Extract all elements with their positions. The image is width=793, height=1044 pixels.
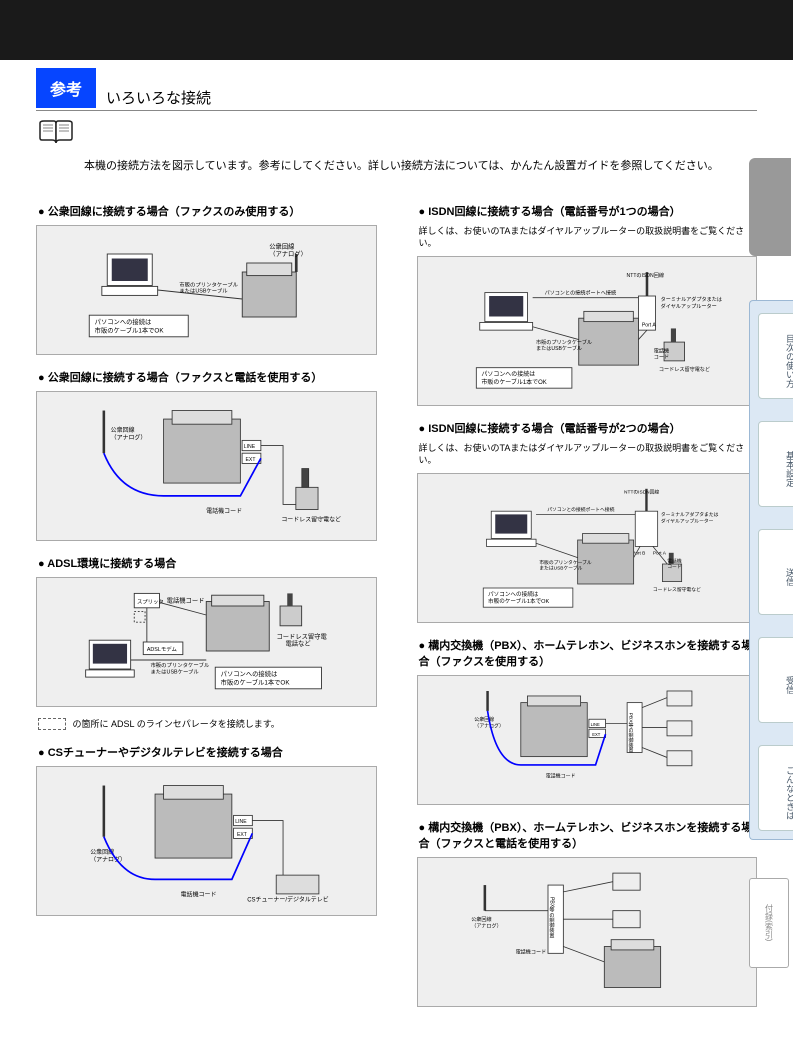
label: 公衆回線 bbox=[269, 241, 295, 250]
svg-text:EXT: EXT bbox=[237, 832, 247, 838]
svg-text:Port A: Port A bbox=[641, 322, 656, 328]
svg-text:電話機コード: 電話機コード bbox=[545, 772, 575, 779]
adsl-note: の箇所に ADSL のラインセパレータを接続します。 bbox=[38, 717, 377, 731]
top-bar bbox=[0, 0, 793, 60]
svg-text:PBX等の制御装置: PBX等の制御装置 bbox=[627, 712, 633, 753]
svg-text:パソコンへの接続は: パソコンへの接続は bbox=[221, 669, 278, 678]
svg-text:コード: コード bbox=[653, 354, 668, 360]
svg-text:ADSLモデム: ADSLモデム bbox=[147, 645, 178, 653]
svg-text:公衆回線: 公衆回線 bbox=[471, 916, 491, 923]
title-row: 参考 いろいろな接続 bbox=[36, 68, 757, 111]
diagram-cs-tuner: 公衆回線（アナログ） LINE EXT 電話機コード CSチューナー/デジタルテ… bbox=[36, 766, 377, 916]
chapter-tag: 参考 bbox=[36, 68, 96, 108]
svg-text:公衆回線: 公衆回線 bbox=[474, 716, 494, 723]
section-title: ● 公衆回線に接続する場合（ファクスと電話を使用する） bbox=[38, 369, 377, 385]
svg-text:市販のケーブル1本でOK: 市販のケーブル1本でOK bbox=[481, 378, 546, 386]
svg-text:EXT: EXT bbox=[592, 732, 601, 737]
svg-text:電話機コード: 電話機コード bbox=[181, 891, 217, 899]
svg-text:パソコンとの接続ポートへ接続: パソコンとの接続ポートへ接続 bbox=[544, 289, 615, 296]
svg-text:ダイヤルアップルーター: ダイヤルアップルーター bbox=[660, 517, 713, 524]
svg-text:（アナログ）: （アナログ） bbox=[471, 923, 502, 930]
section-title: ● 公衆回線に接続する場合（ファクスのみ使用する） bbox=[38, 203, 377, 219]
svg-text:電話機: 電話機 bbox=[653, 347, 668, 354]
svg-text:市販のケーブル1本でOK: 市販のケーブル1本でOK bbox=[95, 325, 165, 334]
dotted-box-icon bbox=[38, 718, 66, 730]
right-column: ● ISDN回線に接続する場合（電話番号が1つの場合） 詳しくは、お使いのTAま… bbox=[417, 189, 758, 1017]
side-panel: 目次の使い方 基本設定 送信 受信 こんなときは bbox=[749, 300, 793, 840]
svg-text:電話など: 電話など bbox=[285, 638, 311, 647]
sidebar: 目次の使い方 基本設定 送信 受信 こんなときは 付録(索引) bbox=[749, 158, 793, 968]
svg-text:電話機コード: 電話機コード bbox=[206, 506, 242, 514]
svg-text:コードレス留守電など: コードレス留守電など bbox=[281, 515, 341, 523]
svg-text:コード: コード bbox=[667, 564, 682, 570]
left-column: ● 公衆回線に接続する場合（ファクスのみ使用する） 公衆回線 （アナログ） 市販… bbox=[36, 189, 377, 1017]
svg-text:コードレス留守電など: コードレス留守電など bbox=[658, 366, 709, 373]
section-title: ● ISDN回線に接続する場合（電話番号が2つの場合） bbox=[419, 420, 758, 436]
svg-text:（アナログ）: （アナログ） bbox=[269, 248, 307, 257]
svg-text:電話機コード: 電話機コード bbox=[515, 948, 546, 955]
svg-text:PBX等の制御装置: PBX等の制御装置 bbox=[548, 897, 554, 939]
columns: ● 公衆回線に接続する場合（ファクスのみ使用する） 公衆回線 （アナログ） 市販… bbox=[36, 189, 757, 1017]
svg-text:NTTのISDN回線: NTTのISDN回線 bbox=[624, 488, 659, 495]
sidebar-item[interactable]: 基本設定 bbox=[758, 421, 793, 507]
svg-text:またはUSBケーブル: またはUSBケーブル bbox=[536, 344, 582, 351]
svg-text:CSチューナー/デジタルテレビ: CSチューナー/デジタルテレビ bbox=[247, 896, 328, 904]
diagram-pbx-fax-phone: 公衆回線（アナログ） PBX等の制御装置 電話機コード bbox=[417, 857, 758, 1007]
svg-text:（アナログ）: （アナログ） bbox=[90, 856, 126, 864]
svg-text:（アナログ）: （アナログ） bbox=[111, 433, 147, 441]
book-icon bbox=[38, 119, 757, 152]
svg-text:NTTのISDN回線: NTTのISDN回線 bbox=[626, 272, 663, 279]
svg-text:コードレス留守電: コードレス留守電 bbox=[276, 631, 327, 640]
page-content: 参考 いろいろな接続 本機の接続方法を図示しています。参考にしてください。詳しい… bbox=[0, 60, 793, 1037]
section-title: ● ADSL環境に接続する場合 bbox=[38, 555, 377, 571]
svg-text:市販のプリンタケーブル: 市販のプリンタケーブル bbox=[179, 280, 238, 288]
sidebar-item[interactable]: こんなときは bbox=[758, 745, 793, 831]
svg-text:市販のケーブル1本でOK: 市販のケーブル1本でOK bbox=[221, 677, 291, 686]
diagram-adsl: スプリッタ 電話機コード コードレス留守電電話など ADSLモデム パソコンへの… bbox=[36, 577, 377, 707]
svg-text:スプリッタ: スプリッタ bbox=[137, 597, 164, 605]
svg-text:LINE: LINE bbox=[235, 819, 247, 825]
intro-text: 本機の接続方法を図示しています。参考にしてください。詳しい接続方法については、か… bbox=[84, 158, 757, 175]
svg-text:ターミナルアダプタまたは: ターミナルアダプタまたは bbox=[660, 296, 721, 303]
sidebar-item[interactable]: 受信 bbox=[758, 637, 793, 723]
diagram-analog-fax: 公衆回線 （アナログ） 市販のプリンタケーブル またはUSBケーブル パソコンへ… bbox=[36, 225, 377, 355]
svg-text:ダイヤルアップルーター: ダイヤルアップルーター bbox=[660, 303, 716, 310]
diagram-pbx-fax: 公衆回線（アナログ） LINE EXT PBX等の制御装置 電話機コード bbox=[417, 675, 758, 805]
svg-text:Port B: Port B bbox=[632, 550, 645, 556]
section-title: ● ISDN回線に接続する場合（電話番号が1つの場合） bbox=[419, 203, 758, 219]
diagram-isdn-1: NTTのISDN回線 ターミナルアダプタまたは ダイヤルアップルーター Port… bbox=[417, 256, 758, 406]
svg-text:またはUSBケーブル: またはUSBケーブル bbox=[179, 286, 228, 294]
section-title: ● CSチューナーやデジタルテレビを接続する場合 bbox=[38, 744, 377, 760]
section-sub: 詳しくは、お使いのTAまたはダイヤルアップルーターの取扱説明書をご覧ください。 bbox=[419, 225, 758, 250]
section-title: ● 構内交換機（PBX）、ホームテレホン、ビジネスホンを接続する場合（ファクスと… bbox=[419, 819, 758, 851]
svg-text:電話機コード: 電話機コード bbox=[167, 595, 205, 604]
section-title: ● 構内交換機（PBX）、ホームテレホン、ビジネスホンを接続する場合（ファクスを… bbox=[419, 637, 758, 669]
svg-text:パソコンとの接続ポートへ接続: パソコンとの接続ポートへ接続 bbox=[547, 506, 614, 513]
section-sub: 詳しくは、お使いのTAまたはダイヤルアップルーターの取扱説明書をご覧ください。 bbox=[419, 442, 758, 467]
svg-text:パソコンへの接続は: パソコンへの接続は bbox=[95, 317, 152, 326]
note-text: の箇所に ADSL のラインセパレータを接続します。 bbox=[73, 719, 280, 729]
side-tab-current[interactable] bbox=[749, 158, 791, 256]
svg-text:またはUSBケーブル: またはUSBケーブル bbox=[150, 667, 199, 675]
svg-text:市販のプリンタケーブル: 市販のプリンタケーブル bbox=[536, 338, 592, 345]
sidebar-item[interactable]: 目次の使い方 bbox=[758, 313, 793, 399]
page-title: いろいろな接続 bbox=[106, 87, 211, 108]
svg-text:EXT: EXT bbox=[246, 456, 256, 462]
svg-text:LINE: LINE bbox=[590, 722, 599, 727]
svg-text:公衆回線: 公衆回線 bbox=[111, 425, 135, 433]
svg-text:市販のプリンタケーブル: 市販のプリンタケーブル bbox=[150, 661, 209, 669]
svg-text:コードレス留守電など: コードレス留守電など bbox=[652, 586, 700, 593]
svg-text:LINE: LINE bbox=[244, 444, 256, 450]
diagram-isdn-2: NTTのISDN回線 ターミナルアダプタまたは ダイヤルアップルーター Port… bbox=[417, 473, 758, 623]
svg-text:ターミナルアダプタまたは: ターミナルアダプタまたは bbox=[660, 511, 718, 518]
svg-text:パソコンへの接続は: パソコンへの接続は bbox=[481, 370, 535, 378]
diagram-analog-fax-phone: 公衆回線（アナログ） LINE EXT 電話機コード コードレス留守電など bbox=[36, 391, 377, 541]
sidebar-footer[interactable]: 付録(索引) bbox=[749, 878, 789, 968]
sidebar-item[interactable]: 送信 bbox=[758, 529, 793, 615]
